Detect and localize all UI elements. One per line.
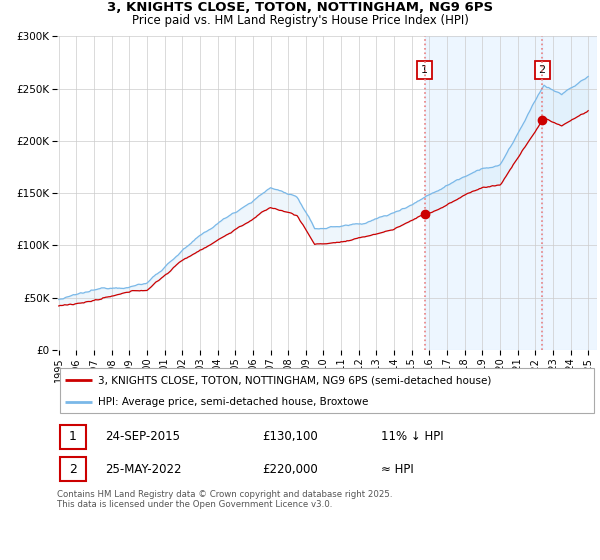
Text: 2: 2 (69, 463, 77, 475)
Text: 1: 1 (421, 65, 428, 75)
Text: £220,000: £220,000 (262, 463, 318, 475)
Text: Contains HM Land Registry data © Crown copyright and database right 2025.
This d: Contains HM Land Registry data © Crown c… (57, 490, 392, 510)
Text: £130,100: £130,100 (262, 431, 318, 444)
Text: HPI: Average price, semi-detached house, Broxtowe: HPI: Average price, semi-detached house,… (97, 396, 368, 407)
FancyBboxPatch shape (60, 368, 594, 413)
Text: 2: 2 (539, 65, 545, 75)
FancyBboxPatch shape (60, 424, 86, 449)
Text: Price paid vs. HM Land Registry's House Price Index (HPI): Price paid vs. HM Land Registry's House … (131, 14, 469, 27)
FancyBboxPatch shape (60, 457, 86, 482)
Text: 25-MAY-2022: 25-MAY-2022 (106, 463, 182, 475)
Text: 1: 1 (69, 431, 77, 444)
Text: 11% ↓ HPI: 11% ↓ HPI (381, 431, 443, 444)
Text: 24-SEP-2015: 24-SEP-2015 (106, 431, 181, 444)
Text: 3, KNIGHTS CLOSE, TOTON, NOTTINGHAM, NG9 6PS (semi-detached house): 3, KNIGHTS CLOSE, TOTON, NOTTINGHAM, NG9… (97, 375, 491, 385)
Bar (425, 36, 542, 350)
Text: 3, KNIGHTS CLOSE, TOTON, NOTTINGHAM, NG9 6PS: 3, KNIGHTS CLOSE, TOTON, NOTTINGHAM, NG9… (107, 1, 493, 14)
Text: ≈ HPI: ≈ HPI (381, 463, 414, 475)
Bar (542, 36, 597, 350)
